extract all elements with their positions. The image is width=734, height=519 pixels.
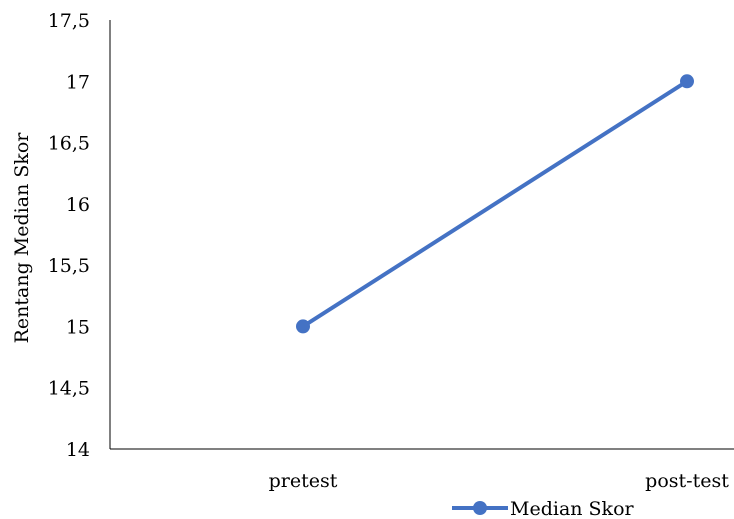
axes xyxy=(109,20,734,450)
y-axis-title: Rentang Median Skor xyxy=(11,132,33,344)
x-tick-label: pretest xyxy=(269,470,338,492)
y-tick-label: 17 xyxy=(66,71,90,93)
y-tick-label: 14,5 xyxy=(48,378,90,400)
y-tick-label: 16 xyxy=(66,194,90,216)
y-tick-labels: 14 14,5 15 15,5 16 16,5 17 17,5 xyxy=(48,10,90,461)
legend: Median Skor xyxy=(452,498,635,519)
legend-marker-dot xyxy=(473,501,487,515)
x-tick-labels: pretest post-test xyxy=(269,470,730,492)
data-point xyxy=(296,319,310,334)
y-tick-label: 16,5 xyxy=(48,133,90,155)
y-tick-label: 15 xyxy=(66,316,90,338)
data-point xyxy=(680,74,694,89)
y-tick-label: 14 xyxy=(66,439,90,461)
x-tick-label: post-test xyxy=(645,470,729,492)
series-layer xyxy=(296,74,694,334)
y-tick-label: 17,5 xyxy=(48,10,90,32)
y-tick-label: 15,5 xyxy=(48,255,90,277)
series-line xyxy=(301,79,689,329)
legend-label-median-skor: Median Skor xyxy=(510,498,635,519)
